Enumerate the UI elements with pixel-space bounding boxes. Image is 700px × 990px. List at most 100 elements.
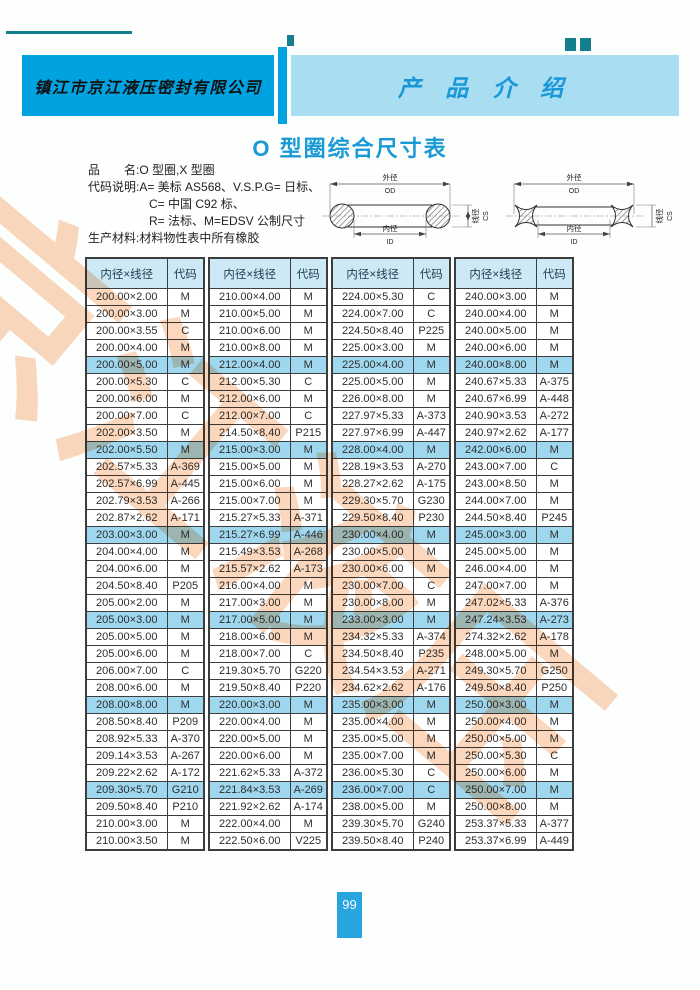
size-cell: 250.00×5.30 bbox=[454, 747, 537, 765]
size-cell: 220.00×5.00 bbox=[208, 730, 291, 748]
cross-section-diagrams: 外径 OD 内径 ID 线径 CS 外径 bbox=[320, 172, 684, 248]
size-cell: 209.50×8.40 bbox=[85, 798, 168, 816]
code-cell: M bbox=[166, 424, 205, 442]
size-cell: 239.30×5.70 bbox=[331, 815, 414, 833]
table-row: 225.00×3.00 M bbox=[331, 339, 451, 357]
table-row: 220.00×3.00 M bbox=[208, 696, 328, 714]
table-row: 240.67×6.99 A-448 bbox=[454, 390, 574, 408]
code-cell: A-374 bbox=[412, 628, 451, 646]
table-row: 246.00×4.00 M bbox=[454, 560, 574, 578]
table-row: 200.00×5.30 C bbox=[85, 373, 205, 391]
table-row: 274.32×2.62 A-178 bbox=[454, 628, 574, 646]
table-row: 240.90×3.53 A-272 bbox=[454, 407, 574, 425]
code-cell: M bbox=[166, 339, 205, 357]
table-row: 247.24×3.53 A-273 bbox=[454, 611, 574, 629]
code-cell: M bbox=[166, 594, 205, 612]
size-cell: 200.00×7.00 bbox=[85, 407, 168, 425]
code-cell: A-371 bbox=[289, 509, 328, 527]
size-cell: 221.84×3.53 bbox=[208, 781, 291, 799]
code-cell: M bbox=[412, 747, 451, 765]
size-cell: 250.00×3.00 bbox=[454, 696, 537, 714]
size-cell: 215.49×3.53 bbox=[208, 543, 291, 561]
table-row: 240.00×8.00 M bbox=[454, 356, 574, 374]
table-row: 230.00×4.00 M bbox=[331, 526, 451, 544]
code-cell: C bbox=[166, 662, 205, 680]
size-cell: 230.00×5.00 bbox=[331, 543, 414, 561]
code-cell: P240 bbox=[412, 832, 451, 851]
size-cell: 239.50×8.40 bbox=[331, 832, 414, 851]
code-cell: M bbox=[535, 764, 574, 782]
column-header: 代码 bbox=[412, 257, 451, 289]
table-row: 228.00×4.00 M bbox=[331, 441, 451, 459]
size-cell: 215.00×7.00 bbox=[208, 492, 291, 510]
size-cell: 212.00×4.00 bbox=[208, 356, 291, 374]
size-cell: 208.50×8.40 bbox=[85, 713, 168, 731]
code-cell: A-173 bbox=[289, 560, 328, 578]
code-cell: G230 bbox=[412, 492, 451, 510]
table-row: 222.00×4.00 M bbox=[208, 815, 328, 833]
od-label-en: OD bbox=[569, 188, 580, 195]
code-cell: M bbox=[412, 560, 451, 578]
code-cell: M bbox=[166, 815, 205, 833]
code-cell: P235 bbox=[412, 645, 451, 663]
table-row: 202.87×2.62 A-171 bbox=[85, 509, 205, 527]
code-cell: A-174 bbox=[289, 798, 328, 816]
code-cell: M bbox=[412, 594, 451, 612]
code-cell: M bbox=[535, 730, 574, 748]
table-header-row: 内径×线径 代码 bbox=[331, 257, 451, 289]
table-row: 208.92×5.33 A-370 bbox=[85, 730, 205, 748]
code-cell: M bbox=[289, 611, 328, 629]
code-cell: C bbox=[412, 781, 451, 799]
code-cell: A-272 bbox=[535, 407, 574, 425]
size-cell: 218.00×7.00 bbox=[208, 645, 291, 663]
table-row: 203.00×3.00 M bbox=[85, 526, 205, 544]
size-cell: 230.00×4.00 bbox=[331, 526, 414, 544]
code-cell: M bbox=[412, 696, 451, 714]
size-cell: 242.00×6.00 bbox=[454, 441, 537, 459]
size-cell: 240.67×6.99 bbox=[454, 390, 537, 408]
table-row: 229.50×8.40 P230 bbox=[331, 509, 451, 527]
code-cell: A-175 bbox=[412, 475, 451, 493]
size-cell: 210.00×3.50 bbox=[85, 832, 168, 851]
size-cell: 236.00×7.00 bbox=[331, 781, 414, 799]
table-row: 240.00×4.00 M bbox=[454, 305, 574, 323]
size-cell: 234.32×5.33 bbox=[331, 628, 414, 646]
table-row: 250.00×7.00 M bbox=[454, 781, 574, 799]
id-label-cn: 内径 bbox=[567, 223, 582, 233]
table-row: 202.00×3.50 M bbox=[85, 424, 205, 442]
table-row: 244.00×7.00 M bbox=[454, 492, 574, 510]
table-row: 250.00×5.30 C bbox=[454, 747, 574, 765]
table-row: 209.30×5.70 G210 bbox=[85, 781, 205, 799]
size-cell: 205.00×5.00 bbox=[85, 628, 168, 646]
code-cell: P209 bbox=[166, 713, 205, 731]
table-row: 210.00×4.00 M bbox=[208, 288, 328, 306]
info-code-legend-2: C= 中国 C92 标、 bbox=[149, 197, 245, 211]
size-cell: 228.27×2.62 bbox=[331, 475, 414, 493]
size-cell: 209.22×2.62 bbox=[85, 764, 168, 782]
cs-label-cn: 线径 bbox=[470, 208, 480, 223]
size-cell: 225.00×5.00 bbox=[331, 373, 414, 391]
code-cell: A-176 bbox=[412, 679, 451, 697]
table-row: 234.32×5.33 A-374 bbox=[331, 628, 451, 646]
size-cell: 234.62×2.62 bbox=[331, 679, 414, 697]
code-cell: M bbox=[166, 526, 205, 544]
size-cell: 202.57×5.33 bbox=[85, 458, 168, 476]
code-cell: M bbox=[289, 594, 328, 612]
column-header: 代码 bbox=[535, 257, 574, 289]
size-cell: 244.00×7.00 bbox=[454, 492, 537, 510]
size-cell: 205.00×2.00 bbox=[85, 594, 168, 612]
size-cell: 246.00×4.00 bbox=[454, 560, 537, 578]
size-cell: 243.00×8.50 bbox=[454, 475, 537, 493]
code-cell: M bbox=[412, 339, 451, 357]
od-label-en: OD bbox=[385, 188, 396, 195]
size-cell: 202.79×3.53 bbox=[85, 492, 168, 510]
table-row: 247.00×7.00 M bbox=[454, 577, 574, 595]
size-cell: 249.50×8.40 bbox=[454, 679, 537, 697]
code-cell: P220 bbox=[289, 679, 328, 697]
code-cell: M bbox=[535, 441, 574, 459]
size-cell: 220.00×6.00 bbox=[208, 747, 291, 765]
size-cell: 216.00×4.00 bbox=[208, 577, 291, 595]
size-cell: 203.00×3.00 bbox=[85, 526, 168, 544]
table-row: 217.00×3.00 M bbox=[208, 594, 328, 612]
size-cell: 204.00×6.00 bbox=[85, 560, 168, 578]
